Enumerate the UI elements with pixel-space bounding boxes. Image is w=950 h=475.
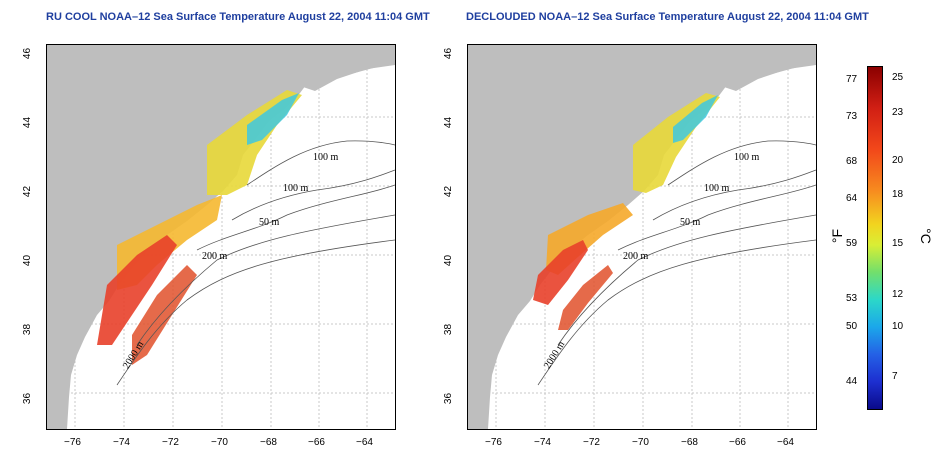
x-tick-label: −72	[162, 437, 179, 448]
x-tick-label: −68	[260, 437, 277, 448]
y-tick-label: 44	[443, 116, 455, 129]
fahrenheit-tick: 68	[846, 156, 858, 167]
x-tick-label: −64	[356, 437, 373, 448]
y-tick-label: 36	[22, 392, 34, 405]
x-tick-label: −64	[777, 437, 794, 448]
temperature-colorbar	[867, 66, 883, 410]
fahrenheit-tick: 44	[846, 376, 858, 387]
celsius-tick: 20	[892, 155, 904, 166]
x-tick-label: −74	[534, 437, 551, 448]
sst-band-warm	[97, 235, 177, 345]
celsius-tick: 15	[892, 238, 904, 249]
fahrenheit-tick: 64	[846, 193, 858, 204]
fahrenheit-tick: 77	[846, 74, 858, 85]
nova-scotia	[718, 51, 816, 91]
contour-label-100b: 100 m	[283, 183, 309, 194]
y-tick-label: 46	[22, 47, 34, 60]
right-contours	[537, 140, 816, 386]
contour-label-100b: 100 m	[704, 183, 730, 194]
fahrenheit-tick: 59	[846, 238, 858, 249]
land-mass	[47, 45, 395, 429]
sst-band-cool	[673, 95, 718, 143]
right-map-title: DECLOUDED NOAA–12 Sea Surface Temperatur…	[466, 11, 869, 23]
y-tick-label: 38	[22, 323, 34, 336]
y-tick-label: 44	[22, 116, 34, 129]
left-map-panel[interactable]: 100 m 100 m 50 m 200 m 2000 m	[46, 44, 396, 430]
y-tick-label: 46	[443, 47, 455, 60]
celsius-tick: 7	[892, 371, 898, 382]
contour-label-50: 50 m	[680, 217, 701, 228]
contour-label-50: 50 m	[259, 217, 280, 228]
nova-scotia	[297, 51, 395, 91]
right-map-svg: 100 m 100 m 50 m 200 m 2000 m	[468, 45, 816, 429]
x-tick-label: −70	[632, 437, 649, 448]
y-tick-label: 42	[22, 185, 34, 198]
contour-label-200: 200 m	[202, 251, 228, 262]
fahrenheit-unit-label: °F	[829, 228, 846, 244]
celsius-tick: 25	[892, 72, 904, 83]
x-tick-label: −70	[211, 437, 228, 448]
celsius-tick: 18	[892, 189, 904, 200]
x-tick-label: −68	[681, 437, 698, 448]
left-map-title: RU COOL NOAA–12 Sea Surface Temperature …	[46, 11, 430, 23]
x-tick-label: −76	[64, 437, 81, 448]
contour-label-100a: 100 m	[734, 152, 760, 163]
fahrenheit-tick: 73	[846, 111, 858, 122]
celsius-tick: 23	[892, 107, 904, 118]
sst-band-cool	[247, 93, 299, 145]
x-tick-label: −76	[485, 437, 502, 448]
celsius-tick: 10	[892, 321, 904, 332]
x-tick-label: −74	[113, 437, 130, 448]
y-tick-label: 38	[443, 323, 455, 336]
contour-label-100a: 100 m	[313, 152, 339, 163]
fahrenheit-tick: 50	[846, 321, 858, 332]
land-mass	[468, 45, 816, 429]
sst-band-south	[558, 265, 613, 330]
x-tick-label: −72	[583, 437, 600, 448]
y-tick-label: 36	[443, 392, 455, 405]
contour-label-2000: 2000 m	[542, 339, 567, 371]
celsius-tick: 12	[892, 289, 904, 300]
x-tick-label: −66	[308, 437, 325, 448]
y-tick-label: 40	[443, 254, 455, 267]
x-tick-label: −66	[729, 437, 746, 448]
sst-band-warm	[533, 240, 588, 305]
left-map-svg: 100 m 100 m 50 m 200 m 2000 m	[47, 45, 395, 429]
fahrenheit-tick: 53	[846, 293, 858, 304]
celsius-unit-label: °C	[917, 228, 934, 244]
y-tick-label: 42	[443, 185, 455, 198]
contour-label-200: 200 m	[623, 251, 649, 262]
right-map-panel[interactable]: 100 m 100 m 50 m 200 m 2000 m	[467, 44, 817, 430]
left-contours	[116, 140, 395, 386]
y-tick-label: 40	[22, 254, 34, 267]
